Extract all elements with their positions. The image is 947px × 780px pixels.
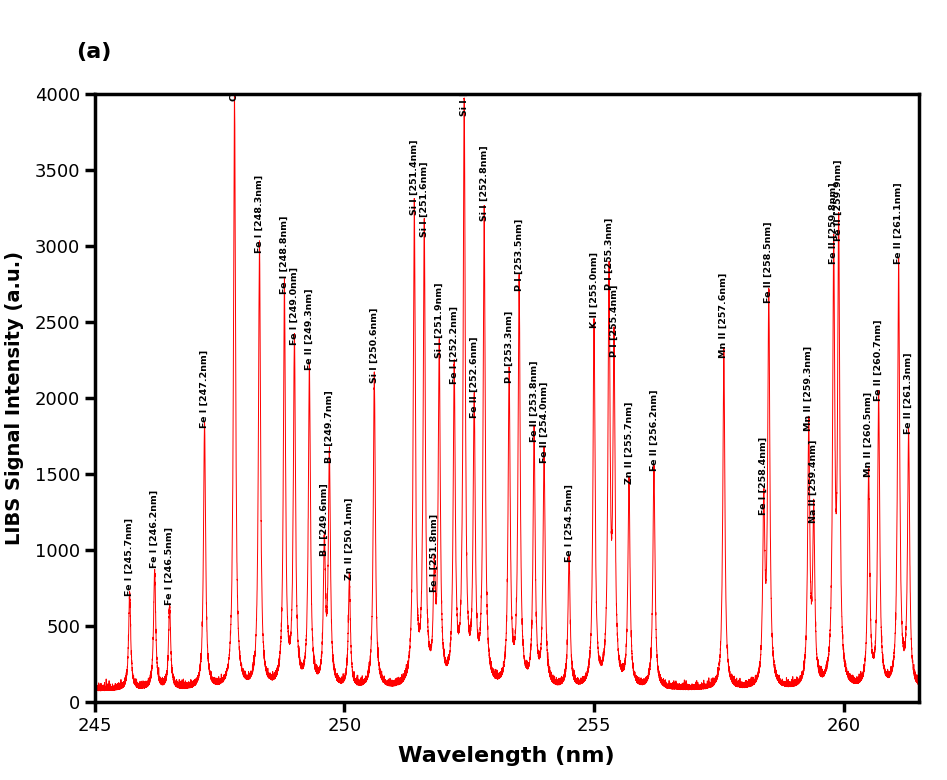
Text: (a): (a) <box>76 42 111 62</box>
Text: P I [255.3nm]: P I [255.3nm] <box>604 218 614 290</box>
Text: Fe I [246.2nm]: Fe I [246.2nm] <box>151 490 159 568</box>
Text: Fe I [248.3nm]: Fe I [248.3nm] <box>255 175 264 254</box>
Text: Fe I [248.8nm]: Fe I [248.8nm] <box>280 216 289 294</box>
Text: Si I [251.4nm]: Si I [251.4nm] <box>410 140 419 215</box>
Text: Fe II [249.3nm]: Fe II [249.3nm] <box>305 289 313 370</box>
Text: Fe II [258.5nm]: Fe II [258.5nm] <box>764 222 774 303</box>
Text: Fe I [258.4nm]: Fe I [258.4nm] <box>759 437 768 515</box>
Text: Fe I [249.0nm]: Fe I [249.0nm] <box>290 267 299 345</box>
Text: Fe II [260.7nm]: Fe II [260.7nm] <box>874 319 884 401</box>
Text: B I [249.7nm]: B I [249.7nm] <box>325 390 334 463</box>
Text: Fe II [259.9nm]: Fe II [259.9nm] <box>834 160 843 241</box>
Text: Fe II [259.8nm]: Fe II [259.8nm] <box>830 183 838 264</box>
Text: Fe II [254.0nm]: Fe II [254.0nm] <box>540 381 548 463</box>
Text: Si I [250.6nm]: Si I [250.6nm] <box>370 307 379 383</box>
Text: Fe II [252.6nm]: Fe II [252.6nm] <box>470 336 478 417</box>
Text: Fe I [245.7nm]: Fe I [245.7nm] <box>125 517 134 596</box>
Text: Si I [252.8nm]: Si I [252.8nm] <box>480 146 489 222</box>
Text: Fe II [261.1nm]: Fe II [261.1nm] <box>894 183 903 264</box>
Text: Fe II [256.2nm]: Fe II [256.2nm] <box>650 389 658 471</box>
Text: Fe II [253.8nm]: Fe II [253.8nm] <box>529 360 539 442</box>
Text: Si I [251.6nm]: Si I [251.6nm] <box>420 161 429 236</box>
Text: Fe II [261.3nm]: Fe II [261.3nm] <box>904 353 913 434</box>
Text: P I [253.3nm]: P I [253.3nm] <box>505 310 513 383</box>
X-axis label: Wavelength (nm): Wavelength (nm) <box>399 746 615 766</box>
Text: Fe I [246.5nm]: Fe I [246.5nm] <box>165 526 174 604</box>
Text: B I [249.6nm]: B I [249.6nm] <box>320 483 329 556</box>
Text: Fe I [254.5nm]: Fe I [254.5nm] <box>564 484 574 562</box>
Text: C I [247.8nm]: C I [247.8nm] <box>230 28 239 101</box>
Text: Mn II [260.5nm]: Mn II [260.5nm] <box>865 392 873 477</box>
Text: Mn II [257.6nm]: Mn II [257.6nm] <box>720 273 728 358</box>
Text: P I [253.5nm]: P I [253.5nm] <box>514 219 524 292</box>
Text: Zn II [255.7nm]: Zn II [255.7nm] <box>624 402 634 484</box>
Text: Fe I [247.2nm]: Fe I [247.2nm] <box>200 350 209 428</box>
Text: P I [255.4nm]: P I [255.4nm] <box>610 284 618 356</box>
Text: Fe I [252.2nm]: Fe I [252.2nm] <box>450 306 458 384</box>
Text: Si I [251.9nm]: Si I [251.9nm] <box>435 282 444 358</box>
Text: Fe I [251.8nm]: Fe I [251.8nm] <box>430 514 438 593</box>
Text: Zn II [250.1nm]: Zn II [250.1nm] <box>345 498 354 580</box>
Text: Mn II [259.3nm]: Mn II [259.3nm] <box>804 346 813 431</box>
Text: Na II [259.4nm]: Na II [259.4nm] <box>810 439 818 523</box>
Y-axis label: LIBS Signal Intensity (a.u.): LIBS Signal Intensity (a.u.) <box>5 251 24 544</box>
Text: K II [255.0nm]: K II [255.0nm] <box>590 252 599 328</box>
Text: Si I [252.4nm]: Si I [252.4nm] <box>459 41 469 116</box>
